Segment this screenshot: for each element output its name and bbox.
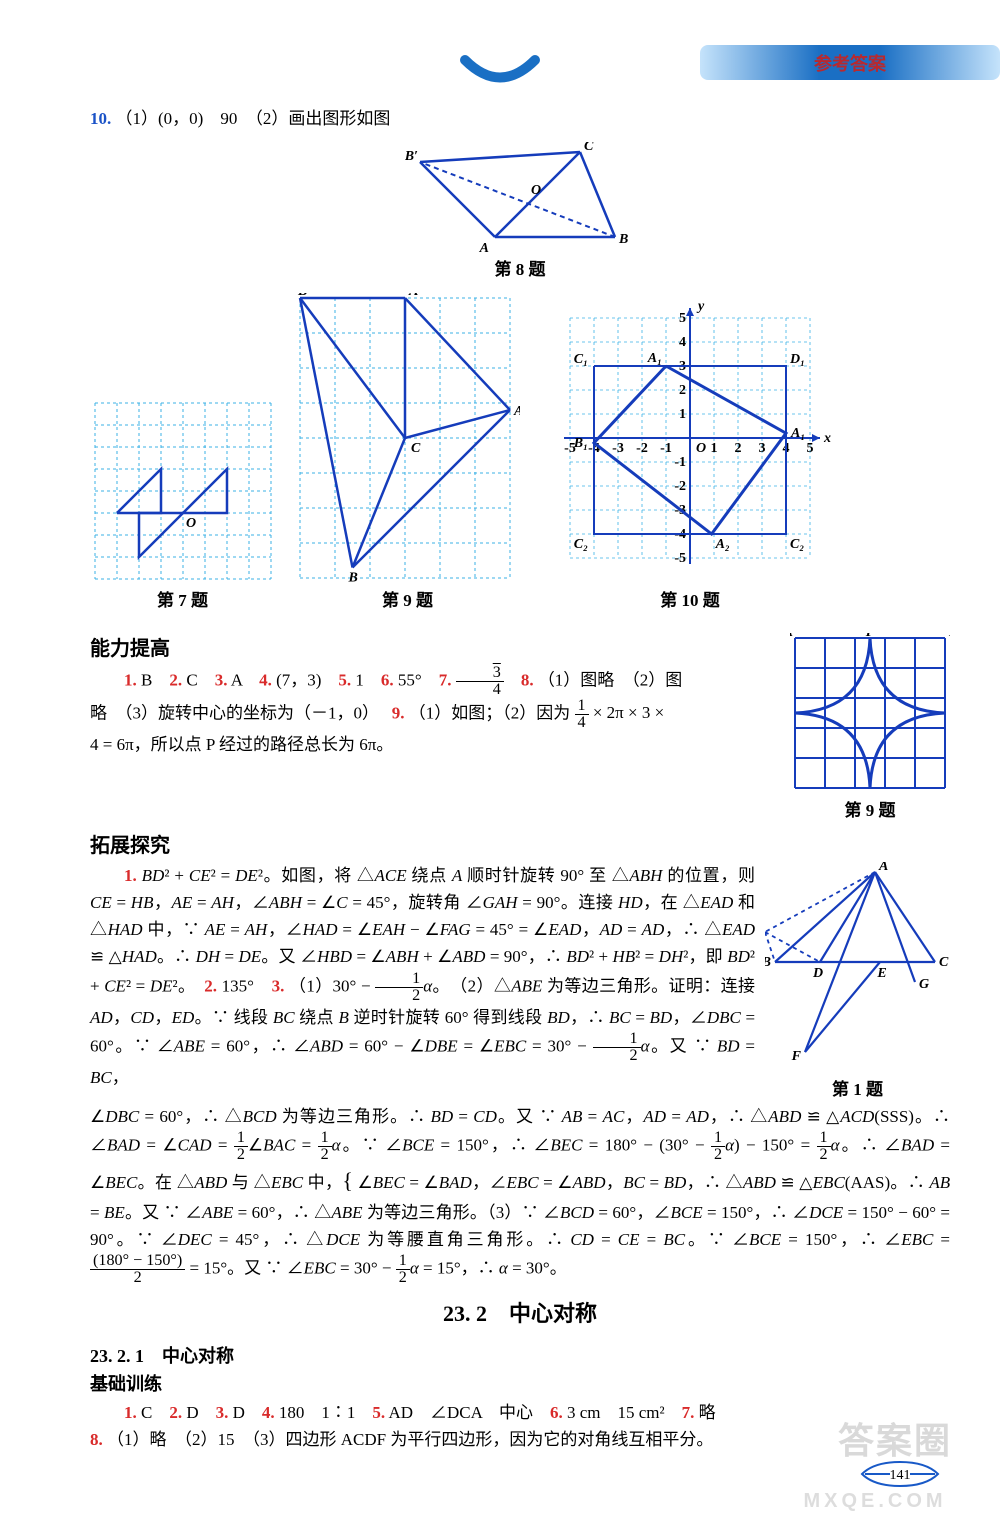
- svg-text:C₁: C₁: [574, 352, 588, 367]
- svg-text:G: G: [919, 977, 929, 992]
- svg-text:1: 1: [711, 441, 718, 456]
- fig10-caption: 第 10 题: [540, 587, 840, 614]
- top-figures: ABCB′O 第 8 题 O 第 7 题 B′ACA′B 第 9 题 -5-5-…: [90, 142, 950, 614]
- svg-text:x: x: [823, 431, 831, 446]
- fig1-caption: 第 1 题: [765, 1076, 950, 1103]
- fig9-wrap: B′ A C A′ B 第 9 题: [295, 293, 520, 614]
- svg-text:y: y: [696, 299, 705, 314]
- page-root: 参考答案 10. （1）(0，0) 90 （2）画出图形如图 A B C B′ O 第 …: [0, 0, 1000, 1533]
- svg-text:5: 5: [807, 441, 814, 456]
- svg-text:P: P: [866, 633, 875, 640]
- fig7-svg: O: [90, 398, 275, 583]
- svg-text:C₂: C₂: [574, 537, 588, 552]
- svg-text:E: E: [876, 966, 886, 981]
- svg-text:O: O: [531, 183, 541, 198]
- svg-text:D: D: [812, 966, 823, 981]
- header-title: 参考答案: [814, 50, 886, 76]
- svg-text:B: B: [765, 955, 771, 970]
- q10-text: （1）(0，0) 90 （2）画出图形如图: [116, 109, 391, 128]
- fig10-svg: -5-5-4-4-3-3-2-2-1-11122334455OxyC₁D₁C₂C…: [540, 293, 840, 583]
- header-swoosh: [460, 55, 540, 95]
- fig9b-wrap: A P D B C 第 9 题: [790, 633, 950, 824]
- svg-text:B′: B′: [405, 149, 418, 164]
- fig9-svg: B′ A C A′ B: [295, 293, 520, 583]
- fig9b-svg: A P D B C: [790, 633, 950, 793]
- svg-text:-2: -2: [636, 441, 648, 456]
- ability-t9a: （1）如图；（2）因为: [409, 703, 575, 722]
- explore-body2: ∠DBC = 60°，∴ △BCD 为等边三角形。∴ BD = CD。又 ∵ A…: [90, 1103, 950, 1286]
- svg-text:A: A: [408, 293, 418, 299]
- content: 10. （1）(0，0) 90 （2）画出图形如图 A B C B′ O 第 8 题 O…: [90, 105, 950, 1453]
- fig8-wrap: A B C B′ O 第 8 题: [90, 142, 950, 283]
- svg-text:B: B: [348, 571, 358, 584]
- svg-text:-2: -2: [674, 479, 686, 494]
- h-232: 23. 2 中心对称: [90, 1296, 950, 1331]
- svg-text:5: 5: [679, 311, 686, 326]
- fig9b-caption: 第 9 题: [790, 797, 950, 824]
- fig8-svg: A B C B′ O: [405, 142, 635, 252]
- svg-text:B: B: [790, 791, 793, 793]
- svg-text:C: C: [939, 955, 949, 970]
- svg-text:F: F: [791, 1049, 802, 1064]
- svg-text:C: C: [411, 441, 421, 456]
- ability-t9b: 14 × 2π × 3 ×: [575, 703, 665, 722]
- svg-text:A: A: [479, 241, 489, 252]
- svg-text:A₁: A₁: [647, 351, 662, 366]
- watermark-text1: 答案圈: [838, 1412, 952, 1464]
- svg-text:O: O: [696, 441, 706, 456]
- svg-text:D: D: [948, 633, 950, 640]
- ability-tail8: 略 （3）旋转中心的坐标为（－1，0）: [90, 703, 388, 722]
- svg-text:-5: -5: [674, 551, 686, 566]
- svg-text:O: O: [186, 516, 196, 531]
- fig7-caption: 第 7 题: [90, 587, 275, 614]
- q10-line: 10. （1）(0，0) 90 （2）画出图形如图: [90, 105, 950, 132]
- svg-text:A′: A′: [513, 404, 520, 419]
- svg-text:A₂: A₂: [715, 537, 730, 552]
- h-2321: 23. 2. 1 中心对称: [90, 1342, 950, 1371]
- svg-text:A: A: [790, 633, 793, 640]
- basic-8: 8. （1）略 （2）15 （3）四边形 ACDF 为平行四边形，因为它的对角线…: [90, 1426, 950, 1453]
- basic-items: 1. C 2. D 3. D 4. 180 1∶1 5. AD ∠DCA 中心 …: [90, 1399, 950, 1426]
- svg-text:-1: -1: [660, 441, 672, 456]
- svg-text:A₁: A₁: [790, 427, 805, 442]
- svg-text:B: B: [618, 232, 628, 247]
- header-banner: 参考答案: [700, 45, 1000, 80]
- explore-title: 拓展探究: [90, 830, 950, 862]
- watermark-url: MXQE.COM: [785, 1490, 965, 1513]
- ability-n9: 9.: [392, 703, 405, 722]
- svg-text:4: 4: [679, 335, 686, 350]
- fig10-wrap: -5-5-4-4-3-3-2-2-1-11122334455OxyC₁D₁C₂C…: [540, 293, 840, 614]
- svg-text:A: A: [878, 862, 888, 874]
- ability-section: APDBC 第 9 题 能力提高 1. B 2. C 3. A 4. (7，3)…: [90, 633, 950, 759]
- svg-text:3: 3: [759, 441, 766, 456]
- h-basic: 基础训练: [90, 1370, 950, 1399]
- fig1-wrap: ABCDEGFH 第 1 题: [765, 862, 950, 1103]
- q10-num: 10.: [90, 109, 111, 128]
- svg-text:B′: B′: [297, 293, 311, 299]
- svg-text:D₁: D₁: [789, 352, 805, 367]
- basic-t8: （1）略 （2）15 （3）四边形 ACDF 为平行四边形，因为它的对角线互相平…: [107, 1430, 713, 1449]
- svg-text:C: C: [584, 142, 594, 154]
- basic-n8: 8.: [90, 1430, 103, 1449]
- svg-text:2: 2: [735, 441, 742, 456]
- fig7-wrap: O 第 7 题: [90, 398, 275, 614]
- svg-text:2: 2: [679, 383, 686, 398]
- svg-text:C: C: [949, 791, 950, 793]
- svg-text:C₂: C₂: [790, 537, 804, 552]
- explore-section: 拓展探究 ABCDEGFH 第 1 题 1. BD² + CE² = DE²。如…: [90, 830, 950, 1287]
- svg-text:B₁: B₁: [573, 436, 588, 451]
- svg-text:1: 1: [679, 407, 686, 422]
- svg-text:-1: -1: [674, 455, 686, 470]
- fig8-caption: 第 8 题: [405, 256, 635, 283]
- svg-text:-3: -3: [612, 441, 624, 456]
- fig1-svg: ABCDEGFH: [765, 862, 950, 1072]
- fig9-caption: 第 9 题: [295, 587, 520, 614]
- watermark-logo: 答案圈: [825, 1403, 965, 1473]
